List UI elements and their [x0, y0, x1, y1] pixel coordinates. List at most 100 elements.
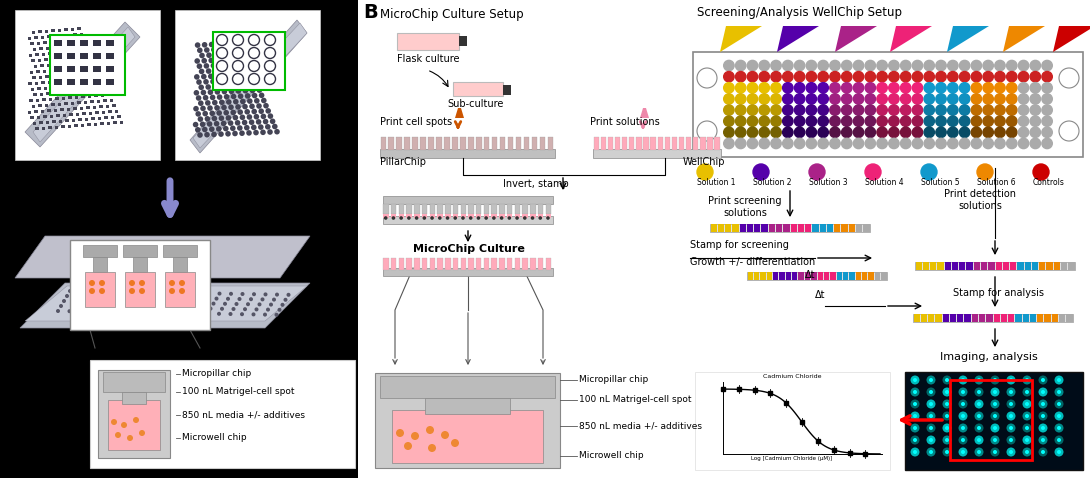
Circle shape [961, 402, 965, 406]
Circle shape [947, 127, 958, 138]
Circle shape [1018, 127, 1029, 138]
Circle shape [203, 296, 207, 300]
Circle shape [484, 216, 488, 220]
FancyBboxPatch shape [725, 224, 731, 232]
Circle shape [94, 304, 97, 309]
FancyBboxPatch shape [88, 66, 92, 69]
FancyBboxPatch shape [397, 137, 402, 150]
Circle shape [201, 90, 206, 95]
FancyBboxPatch shape [86, 77, 90, 80]
Circle shape [945, 378, 949, 382]
FancyBboxPatch shape [93, 40, 101, 46]
FancyBboxPatch shape [930, 262, 936, 270]
FancyBboxPatch shape [421, 137, 426, 150]
FancyBboxPatch shape [422, 214, 427, 218]
Circle shape [216, 42, 221, 47]
Circle shape [1018, 83, 1029, 93]
Circle shape [229, 292, 233, 296]
FancyBboxPatch shape [36, 116, 40, 119]
Circle shape [958, 412, 968, 421]
FancyBboxPatch shape [391, 204, 397, 214]
Circle shape [936, 138, 946, 149]
Circle shape [206, 292, 210, 295]
Circle shape [912, 60, 922, 71]
Circle shape [97, 300, 100, 304]
FancyBboxPatch shape [827, 224, 833, 232]
Circle shape [977, 426, 981, 430]
Circle shape [221, 89, 227, 94]
Circle shape [926, 388, 935, 396]
Circle shape [258, 124, 264, 130]
FancyBboxPatch shape [68, 51, 71, 54]
FancyBboxPatch shape [66, 53, 75, 59]
FancyBboxPatch shape [58, 102, 61, 106]
Circle shape [428, 444, 436, 452]
Circle shape [807, 138, 816, 149]
FancyBboxPatch shape [1003, 262, 1009, 270]
FancyBboxPatch shape [96, 83, 99, 86]
FancyBboxPatch shape [65, 45, 69, 48]
Circle shape [263, 103, 269, 109]
Circle shape [783, 60, 794, 71]
Circle shape [1042, 83, 1052, 93]
FancyBboxPatch shape [70, 85, 73, 87]
Circle shape [211, 116, 217, 121]
Circle shape [492, 216, 496, 220]
Circle shape [877, 105, 887, 115]
FancyBboxPatch shape [46, 120, 49, 123]
Text: MicroChip Culture: MicroChip Culture [413, 244, 525, 254]
FancyBboxPatch shape [100, 94, 104, 97]
FancyBboxPatch shape [53, 63, 57, 66]
FancyBboxPatch shape [508, 137, 513, 150]
FancyBboxPatch shape [74, 96, 78, 98]
Circle shape [1054, 424, 1064, 433]
Circle shape [396, 429, 404, 437]
Circle shape [947, 72, 958, 82]
Circle shape [280, 303, 284, 307]
Circle shape [991, 412, 1000, 421]
FancyBboxPatch shape [41, 127, 45, 130]
Circle shape [924, 60, 934, 71]
Circle shape [129, 288, 135, 294]
Circle shape [1006, 435, 1016, 445]
FancyBboxPatch shape [106, 66, 114, 72]
FancyBboxPatch shape [718, 224, 724, 232]
Circle shape [993, 438, 997, 442]
Circle shape [221, 120, 227, 126]
FancyBboxPatch shape [45, 75, 48, 78]
Circle shape [943, 435, 952, 445]
FancyBboxPatch shape [1061, 262, 1067, 270]
FancyBboxPatch shape [173, 257, 187, 272]
FancyBboxPatch shape [707, 137, 713, 150]
Circle shape [210, 63, 216, 68]
Circle shape [261, 297, 265, 302]
FancyBboxPatch shape [507, 258, 512, 270]
FancyBboxPatch shape [849, 272, 855, 280]
Circle shape [1030, 83, 1041, 93]
Circle shape [237, 125, 243, 131]
Circle shape [748, 116, 758, 126]
Circle shape [983, 94, 993, 104]
Circle shape [959, 60, 970, 71]
Circle shape [189, 301, 193, 305]
Circle shape [169, 280, 175, 286]
Text: Solution 3: Solution 3 [809, 178, 848, 187]
Circle shape [1022, 435, 1031, 445]
Text: B: B [363, 3, 378, 22]
Circle shape [759, 105, 770, 115]
Circle shape [736, 127, 746, 138]
Circle shape [523, 216, 526, 220]
Circle shape [753, 164, 770, 180]
Circle shape [991, 424, 1000, 433]
FancyBboxPatch shape [114, 109, 118, 112]
Circle shape [1030, 138, 1041, 149]
Circle shape [217, 110, 222, 116]
Circle shape [223, 110, 229, 116]
Circle shape [1018, 72, 1029, 82]
Circle shape [913, 438, 917, 442]
Circle shape [245, 77, 251, 83]
Circle shape [991, 400, 1000, 409]
FancyBboxPatch shape [66, 33, 70, 36]
FancyBboxPatch shape [93, 66, 101, 72]
FancyBboxPatch shape [540, 137, 545, 150]
